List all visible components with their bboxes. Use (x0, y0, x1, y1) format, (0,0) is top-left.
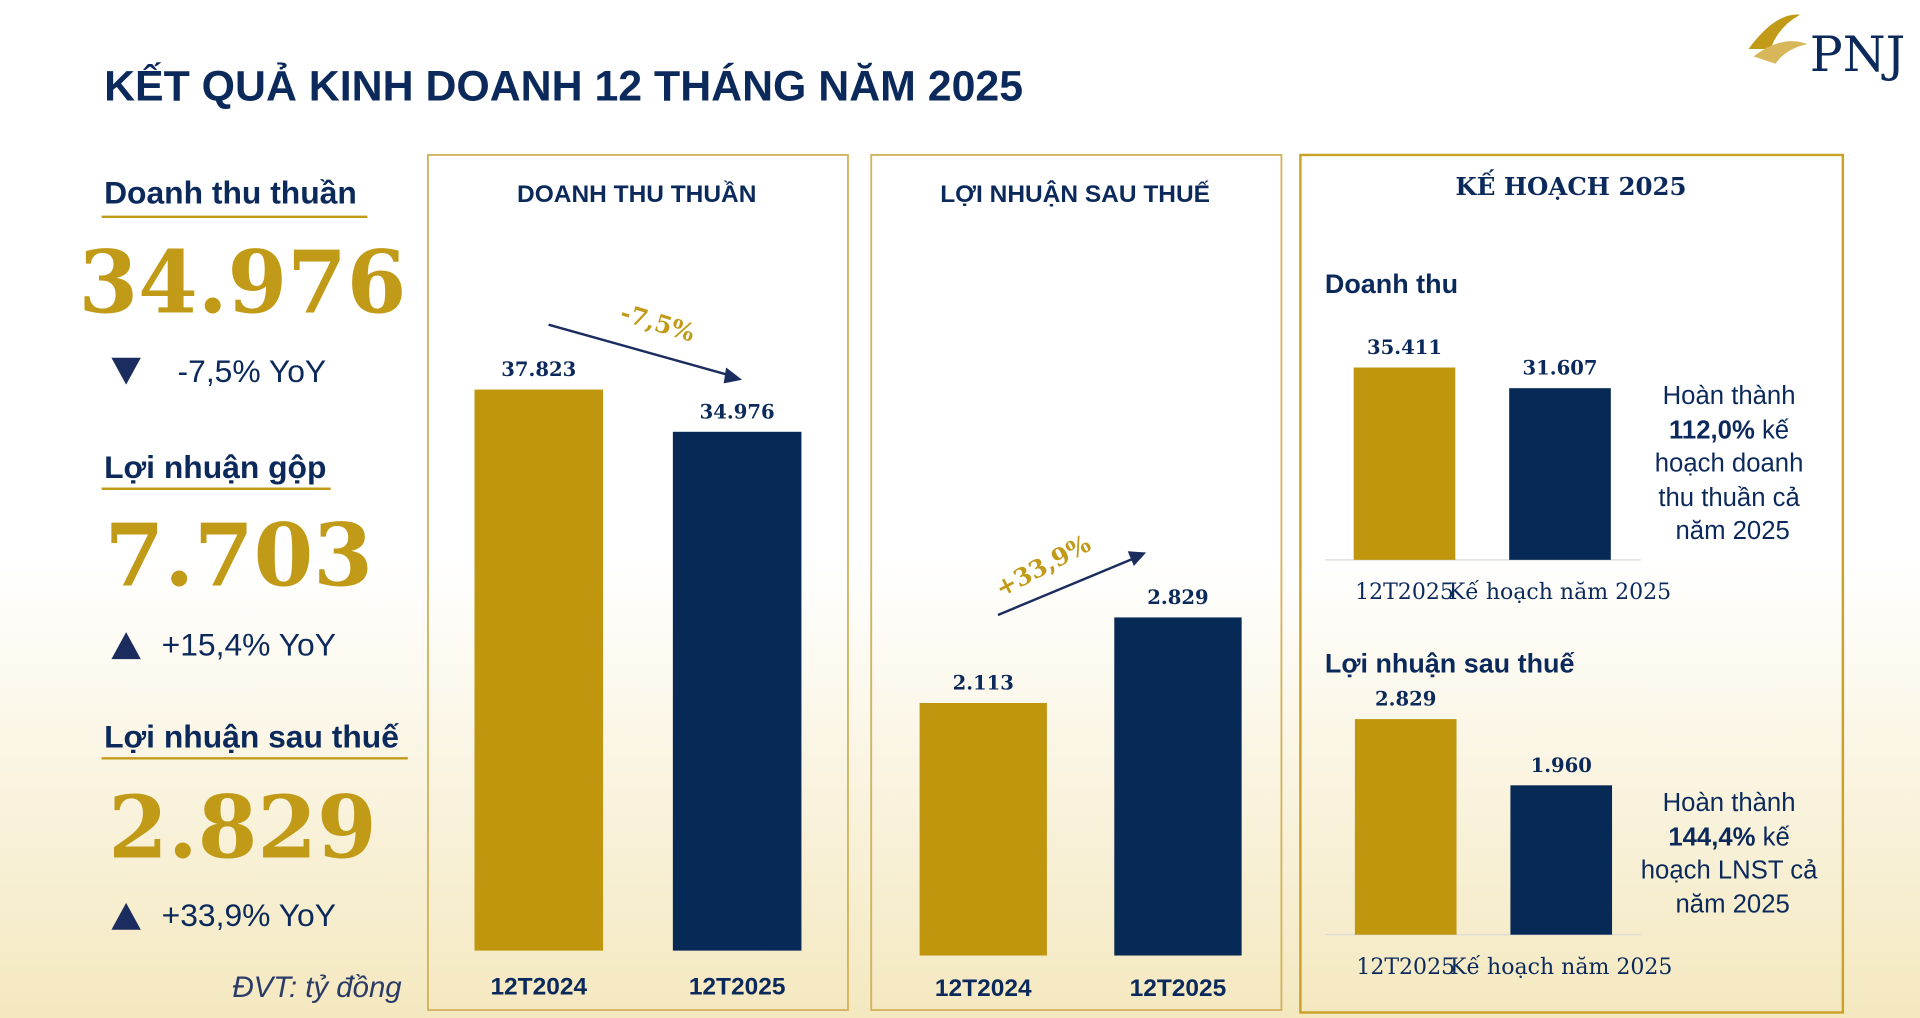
note-highlight: 144,4% (1668, 823, 1755, 851)
logo-text: PNJ (1810, 26, 1905, 83)
kpi-change: -7,5% YoY (178, 353, 327, 389)
category-label: 12T2025 (1356, 955, 1455, 980)
category-label: 12T2025 (1130, 975, 1227, 1002)
note-line: thu thuần cả (1658, 484, 1800, 512)
chart-title: Doanh thu (1325, 269, 1458, 299)
chart-title: DOANH THU THUẦN (517, 180, 756, 208)
note-line: kế (1755, 417, 1789, 445)
kpi-label: Doanh thu thuần (104, 174, 357, 210)
arrow-up (111, 902, 141, 930)
value-label: 1.960 (1531, 754, 1592, 777)
chart-title: LỢI NHUẬN SAU THUẾ (940, 180, 1210, 208)
plan-note: Hoàn thành 144,4% kế hoạch LNST cả năm 2… (1641, 789, 1825, 919)
arrow-up (111, 632, 141, 660)
note-line: Hoàn thành (1663, 382, 1796, 410)
value-label: 34.976 (700, 400, 775, 423)
unit-note: ĐVT: tỷ đồng (232, 971, 402, 1004)
note-line: Hoàn thành (1663, 789, 1796, 817)
bar (1114, 617, 1242, 956)
kpi-label: Lợi nhuận sau thuế (104, 718, 399, 754)
panel (1299, 153, 1845, 1014)
value-label: 2.113 (953, 672, 1014, 695)
kpi-value: 2.829 (108, 779, 376, 879)
page-title: KẾT QUẢ KINH DOANH 12 THÁNG NĂM 2025 (104, 61, 1023, 110)
bar (672, 431, 802, 951)
kpi-change: +33,9% YoY (162, 897, 336, 933)
bar (1354, 719, 1457, 935)
value-label: 37.823 (501, 358, 576, 381)
note-line: năm 2025 (1676, 891, 1790, 919)
arrow-head (1127, 551, 1147, 566)
arrow-down (111, 357, 141, 385)
bar (919, 702, 1047, 956)
category-label: 12T2024 (935, 975, 1032, 1002)
note-line: kế (1756, 823, 1790, 851)
panel-title: KẾ HOẠCH 2025 (1455, 169, 1686, 201)
trend-arrow (548, 323, 733, 378)
logo: PNJ (1748, 14, 1905, 83)
category-label: 12T2024 (490, 974, 587, 1001)
panel (870, 154, 1283, 1011)
value-label: 35.411 (1367, 336, 1442, 359)
category-label: Kế hoạch năm 2025 (1450, 954, 1672, 980)
chart-title: Lợi nhuận sau thuế (1325, 649, 1575, 679)
panel (427, 154, 849, 1011)
plan-note: Hoàn thành 112,0% kế hoạch doanh thu thu… (1655, 382, 1811, 545)
bar (1510, 785, 1613, 935)
note-line: hoạch LNST cả (1641, 856, 1818, 884)
trend-arrow (997, 556, 1137, 617)
kpi-value: 7.703 (105, 507, 373, 607)
category-label: 12T2025 (689, 974, 786, 1001)
bar (1509, 388, 1611, 560)
value-label: 2.829 (1147, 586, 1208, 609)
kpi-label: Lợi nhuận gộp (104, 449, 326, 485)
bar (1353, 367, 1456, 560)
kpi-block: Doanh thu thuần 34.976 -7,5% YoY Lợi nhu… (78, 174, 408, 1004)
kpi-value: 34.976 (78, 233, 406, 333)
note-line: năm 2025 (1676, 517, 1790, 545)
value-label: 2.829 (1375, 688, 1436, 711)
arrow-head (723, 367, 743, 384)
kpi-change: +15,4% YoY (162, 626, 336, 662)
note-highlight: 112,0% (1669, 417, 1755, 445)
category-label: Kế hoạch năm 2025 (1449, 579, 1671, 605)
value-label: 31.607 (1523, 357, 1598, 380)
category-label: 12T2025 (1355, 580, 1454, 605)
note-line: hoạch doanh (1655, 450, 1804, 478)
bar (474, 389, 604, 951)
